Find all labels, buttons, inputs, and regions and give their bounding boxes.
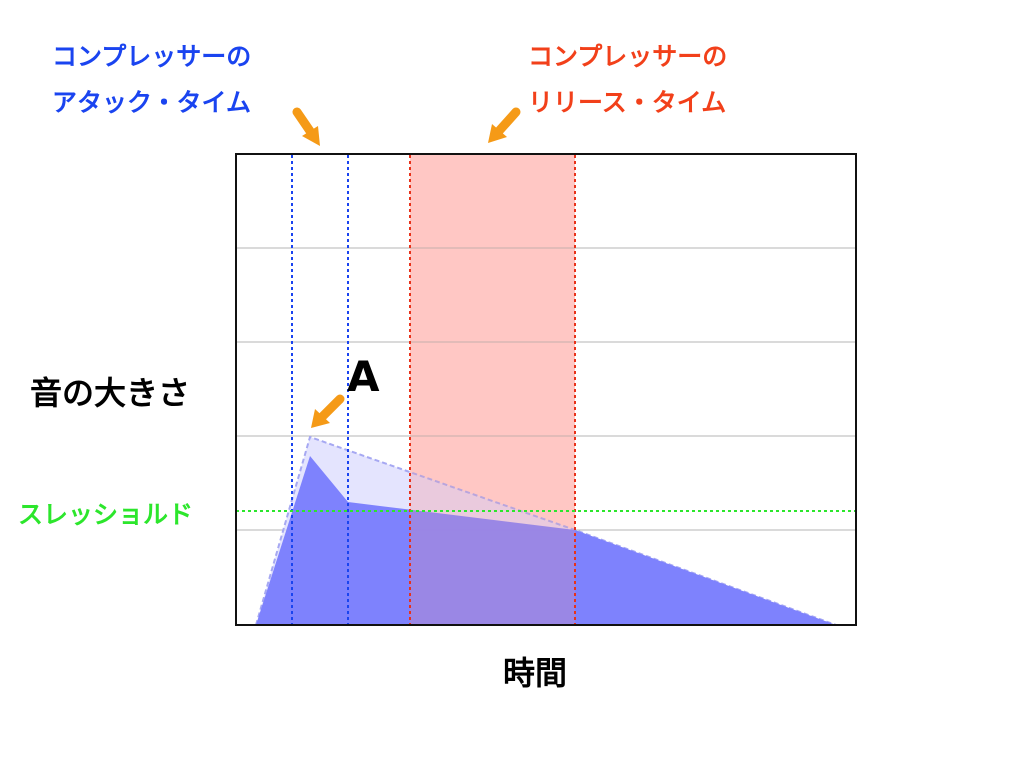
release-time-label-line1: コンプレッサーの (528, 42, 728, 71)
arrow-release (488, 107, 521, 143)
release-time-markers (409, 155, 576, 625)
arrow-attack (292, 107, 320, 146)
output-signal-envelope (256, 456, 836, 625)
arrow-point-a (311, 394, 345, 428)
release-time-label-line2: リリース・タイム (528, 88, 727, 117)
x-axis-label: 時間 (503, 654, 568, 692)
release-band-overlay (410, 155, 575, 625)
attack-time-label-line1: コンプレッサーの (52, 42, 252, 71)
attack-time-label-line2: アタック・タイム (52, 88, 252, 117)
plot-frame (235, 153, 857, 626)
release-time-label: コンプレッサーの リリース・タイム (528, 34, 727, 126)
y-axis-label: 音の大きさ (30, 374, 191, 412)
point-a-label: A (347, 352, 380, 401)
attack-time-markers (291, 155, 349, 625)
threshold-label: スレッショルド (18, 500, 194, 529)
attack-time-label: コンプレッサーの アタック・タイム (52, 34, 251, 126)
